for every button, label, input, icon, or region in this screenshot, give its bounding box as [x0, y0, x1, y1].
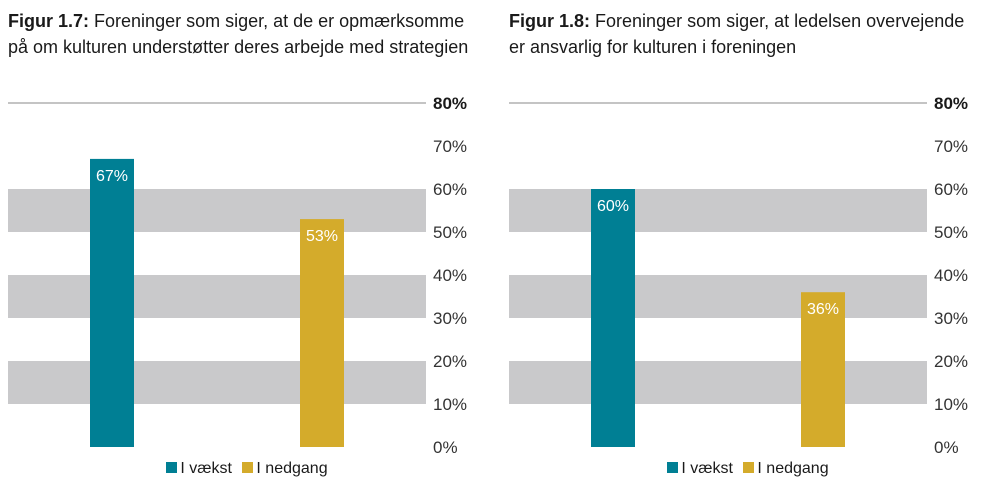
legend-swatch-vaekst — [667, 462, 679, 473]
y-tick-label: 0% — [934, 438, 959, 457]
grid-band — [509, 275, 927, 318]
chart-title: Figur 1.8: Foreninger som siger, at lede… — [509, 8, 979, 60]
legend-swatch-vaekst — [166, 462, 178, 473]
y-tick-label: 10% — [934, 395, 968, 414]
bar-chart: 0% 10% 20% 30% 40% 50% 60% 70% 80% 67% 53% — [8, 94, 467, 457]
bar-vaekst — [90, 158, 134, 447]
chart-title: Figur 1.7: Foreninger som siger, at de e… — [8, 8, 478, 60]
legend-label: I nedgang — [757, 460, 829, 477]
grid-band — [509, 189, 927, 232]
legend-label: I vækst — [681, 460, 733, 477]
y-tick-label: 30% — [433, 309, 467, 328]
bar-nedgang — [801, 292, 845, 447]
figure-number: Figur 1.8: — [509, 11, 591, 31]
bar-value-label: 53% — [306, 228, 338, 245]
y-tick-label: 80% — [433, 94, 467, 113]
legend-item-nedgang: I nedgang — [242, 459, 328, 479]
figure-1-7: Figur 1.7: Foreninger som siger, at de e… — [8, 0, 486, 483]
legend-item-vaekst: I vækst — [667, 459, 733, 479]
grid-band — [509, 361, 927, 404]
y-tick-label: 0% — [433, 438, 458, 457]
legend-label: I nedgang — [256, 460, 328, 477]
legend-item-vaekst: I vækst — [166, 459, 232, 479]
y-tick-label: 70% — [433, 137, 467, 156]
figure-1-8: Figur 1.8: Foreninger som siger, at lede… — [509, 0, 987, 483]
legend-swatch-nedgang — [242, 462, 254, 473]
legend: I vækst I nedgang — [509, 459, 987, 479]
bar-chart: 0% 10% 20% 30% 40% 50% 60% 70% 80% 60% 36% — [509, 94, 968, 457]
y-tick-label: 50% — [433, 223, 467, 242]
bar-nedgang — [300, 219, 344, 447]
figure-title-text: Foreninger som siger, at de er opmærksom… — [8, 11, 469, 57]
y-tick-label: 50% — [934, 223, 968, 242]
grid-band — [8, 189, 426, 232]
figure-title-text: Foreninger som siger, at ledelsen overve… — [509, 11, 965, 57]
y-tick-label: 40% — [934, 266, 968, 285]
legend: I vækst I nedgang — [8, 459, 486, 479]
grid-band — [8, 361, 426, 404]
y-tick-label: 20% — [934, 352, 968, 371]
y-tick-label: 60% — [934, 180, 968, 199]
legend-label: I vækst — [180, 460, 232, 477]
bar-value-label: 60% — [597, 198, 629, 215]
y-tick-label: 10% — [433, 395, 467, 414]
y-tick-label: 20% — [433, 352, 467, 371]
y-tick-label: 30% — [934, 309, 968, 328]
legend-swatch-nedgang — [743, 462, 755, 473]
figure-number: Figur 1.7: — [8, 11, 90, 31]
y-tick-label: 40% — [433, 266, 467, 285]
grid-band — [8, 275, 426, 318]
y-tick-label: 60% — [433, 180, 467, 199]
bar-value-label: 67% — [96, 168, 128, 185]
y-tick-label: 80% — [934, 94, 968, 113]
y-tick-label: 70% — [934, 137, 968, 156]
legend-item-nedgang: I nedgang — [743, 459, 829, 479]
bar-vaekst — [591, 189, 635, 447]
bar-value-label: 36% — [807, 301, 839, 318]
